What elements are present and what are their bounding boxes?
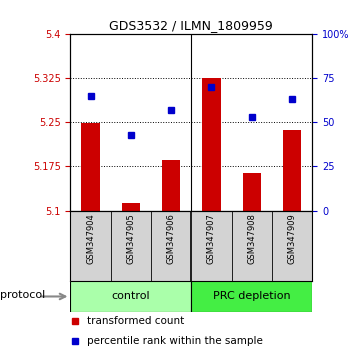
Text: GSM347908: GSM347908: [247, 213, 256, 264]
Bar: [70, 281, 191, 312]
Bar: [203, 78, 221, 211]
Text: GSM347904: GSM347904: [86, 213, 95, 263]
Title: GDS3532 / ILMN_1809959: GDS3532 / ILMN_1809959: [109, 19, 273, 33]
Text: protocol: protocol: [0, 290, 45, 300]
Text: GSM347909: GSM347909: [288, 213, 297, 263]
Text: GSM347907: GSM347907: [207, 213, 216, 264]
Text: transformed count: transformed count: [87, 316, 184, 326]
Bar: [283, 130, 301, 211]
Text: GSM347906: GSM347906: [167, 213, 176, 264]
Text: GSM347905: GSM347905: [126, 213, 135, 263]
Bar: [162, 160, 180, 211]
Text: percentile rank within the sample: percentile rank within the sample: [87, 336, 263, 346]
Bar: [122, 203, 140, 211]
Bar: [243, 173, 261, 211]
Text: control: control: [112, 291, 150, 302]
Bar: [82, 123, 100, 211]
Text: PRC depletion: PRC depletion: [213, 291, 291, 302]
Bar: [191, 281, 312, 312]
